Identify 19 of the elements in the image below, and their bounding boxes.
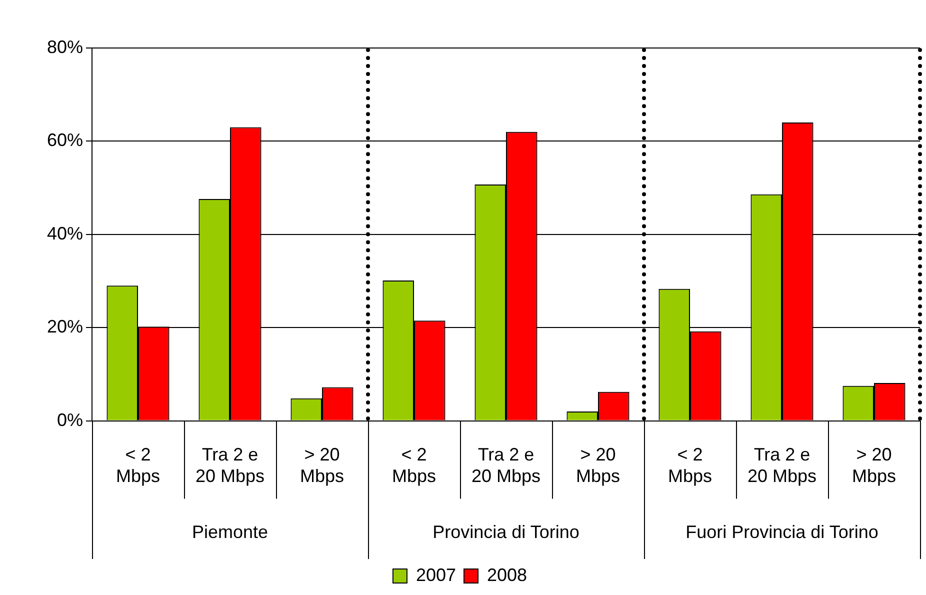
x-tick-label: > 20 Mbps: [852, 444, 896, 486]
x-tick-label: Tra 2 e 20 Mbps: [471, 444, 541, 486]
x-tick-label: > 20 Mbps: [300, 444, 344, 486]
y-tick-label: 40%: [46, 223, 83, 244]
legend-label: 2008: [487, 564, 528, 585]
x-tick-label: < 2 Mbps: [116, 444, 160, 486]
text: Piemonte: [192, 522, 268, 542]
x-tick-label: > 20 Mbps: [576, 444, 620, 486]
x-tick-label: < 2 Mbps: [392, 444, 436, 486]
legend-label: 2007: [416, 564, 456, 585]
y-tick-label: 0%: [56, 410, 83, 430]
text: Provincia di Torino: [432, 522, 580, 542]
x-tick-label: < 2 Mbps: [668, 444, 712, 486]
y-tick-label: 60%: [46, 130, 83, 150]
y-tick-label: 80%: [46, 36, 83, 57]
x-tick-label: Tra 2 e 20 Mbps: [747, 444, 817, 486]
y-tick-label: 20%: [46, 316, 83, 337]
text: Fuori Provincia di Torino: [686, 522, 878, 542]
x-tick-label: Tra 2 e 20 Mbps: [195, 444, 265, 486]
